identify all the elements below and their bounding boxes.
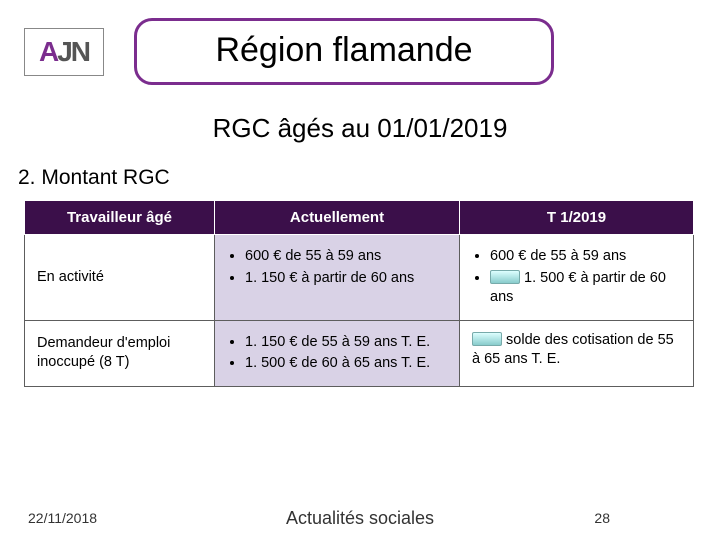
footer-date: 22/11/2018 [28,510,97,526]
footer: 22/11/2018 Actualités sociales 28 [0,510,720,526]
subtitle: RGC âgés au 01/01/2019 [0,113,720,144]
footer-title: Actualités sociales [286,508,434,529]
new-badge-icon [490,270,520,284]
section-heading: 2. Montant RGC [18,166,720,190]
bullet: 1. 150 € à partir de 60 ans [245,269,447,289]
bullet: 1. 500 € de 60 à 65 ans T. E. [245,354,447,374]
table-header-row: Travailleur âgé Actuellement T 1/2019 [25,201,694,235]
table-row: Demandeur d'emploi inoccupé (8 T) 1. 150… [25,320,694,386]
page-title: Région flamande [134,18,554,85]
cell-actuellement-demandeur: 1. 150 € de 55 à 59 ans T. E. 1. 500 € d… [215,320,460,386]
footer-page-number: 28 [594,510,610,526]
row-label: Demandeur d'emploi inoccupé (8 T) [25,320,215,386]
cell-text: solde des cotisation de 55 à 65 ans T. E… [472,332,674,368]
table-row: En activité 600 € de 55 à 59 ans 1. 150 … [25,235,694,321]
logo-letter-j: J [57,36,71,67]
logo-letter-a: A [39,36,57,67]
bullet: 1. 500 € à partir de 60 ans [490,269,681,308]
cell-t12019-activite: 600 € de 55 à 59 ans 1. 500 € à partir d… [460,235,694,321]
cell-actuellement-activite: 600 € de 55 à 59 ans 1. 150 € à partir d… [215,235,460,321]
col-header-2: Actuellement [215,201,460,235]
logo: AJN [24,28,104,76]
bullet: 600 € de 55 à 59 ans [245,247,447,267]
cell-t12019-demandeur: solde des cotisation de 55 à 65 ans T. E… [460,320,694,386]
rgc-table: Travailleur âgé Actuellement T 1/2019 En… [24,200,694,387]
col-header-3: T 1/2019 [460,201,694,235]
bullet: 600 € de 55 à 59 ans [490,247,681,267]
col-header-1: Travailleur âgé [25,201,215,235]
logo-letter-n: N [71,36,89,67]
logo-text: AJN [39,36,89,68]
bullet: 1. 150 € de 55 à 59 ans T. E. [245,333,447,353]
row-label: En activité [25,235,215,321]
new-badge-icon [472,332,502,346]
